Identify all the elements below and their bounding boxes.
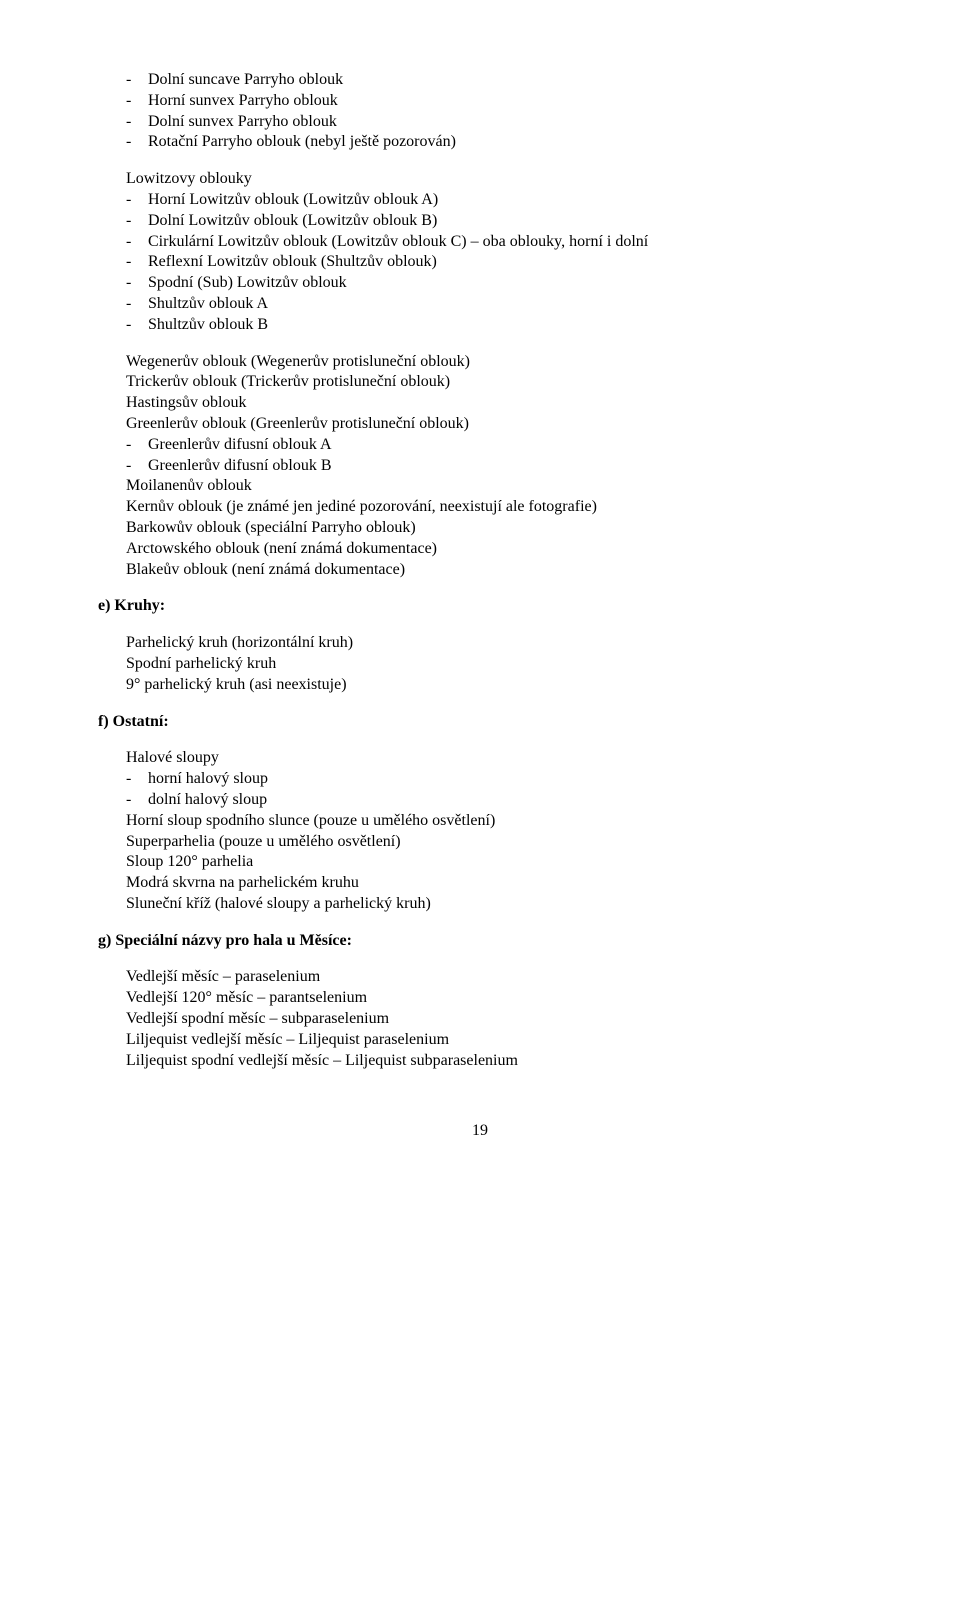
list-item: Shultzův oblouk A: [126, 294, 870, 315]
list-item: Greenlerův difusní oblouk A: [126, 435, 870, 456]
list-item: Reflexní Lowitzův oblouk (Shultzův oblou…: [126, 252, 870, 273]
para-line: Blakeův oblouk (není známá dokumentace): [126, 560, 870, 581]
lowitz-heading: Lowitzovy oblouky: [126, 169, 870, 190]
list-item: Rotační Parryho oblouk (nebyl ještě pozo…: [126, 132, 870, 153]
para-line: Liljequist vedlejší měsíc – Liljequist p…: [126, 1030, 870, 1051]
para-line: Trickerův oblouk (Trickerův protislunečn…: [126, 372, 870, 393]
para-line: Vedlejší 120° měsíc – parantselenium: [126, 988, 870, 1009]
list-item: Dolní sunvex Parryho oblouk: [126, 112, 870, 133]
list-item: Greenlerův difusní oblouk B: [126, 456, 870, 477]
section-g-heading: g) Speciální názvy pro hala u Měsíce:: [98, 931, 870, 952]
list-item: Dolní Lowitzův oblouk (Lowitzův oblouk B…: [126, 211, 870, 232]
para-line: Kernův oblouk (je známé jen jediné pozor…: [126, 497, 870, 518]
list-item: Horní sunvex Parryho oblouk: [126, 91, 870, 112]
para-line: Spodní parhelický kruh: [126, 654, 870, 675]
list-greenler: Greenlerův difusní oblouk A Greenlerův d…: [90, 435, 870, 477]
para-line: Halové sloupy: [126, 748, 870, 769]
list-item: dolní halový sloup: [126, 790, 870, 811]
section-f-heading: f) Ostatní:: [98, 712, 870, 733]
section-e-heading: e) Kruhy:: [98, 596, 870, 617]
para-line: Liljequist spodní vedlejší měsíc – Lilje…: [126, 1051, 870, 1072]
para-line: Horní sloup spodního slunce (pouze u umě…: [126, 811, 870, 832]
para-line: Superparhelia (pouze u umělého osvětlení…: [126, 832, 870, 853]
list-item: Dolní suncave Parryho oblouk: [126, 70, 870, 91]
para-line: Wegenerův oblouk (Wegenerův protislunečn…: [126, 352, 870, 373]
para-line: Barkowův oblouk (speciální Parryho oblou…: [126, 518, 870, 539]
page-number: 19: [90, 1121, 870, 1142]
para-line: Vedlejší měsíc – paraselenium: [126, 967, 870, 988]
para-line: Sloup 120° parhelia: [126, 852, 870, 873]
para-line: 9° parhelický kruh (asi neexistuje): [126, 675, 870, 696]
list-item: Horní Lowitzův oblouk (Lowitzův oblouk A…: [126, 190, 870, 211]
list-item: horní halový sloup: [126, 769, 870, 790]
list-item: Spodní (Sub) Lowitzův oblouk: [126, 273, 870, 294]
para-line: Modrá skvrna na parhelickém kruhu: [126, 873, 870, 894]
para-line: Moilanenův oblouk: [126, 476, 870, 497]
list-item: Cirkulární Lowitzův oblouk (Lowitzův obl…: [126, 232, 870, 253]
list-parry: Dolní suncave Parryho oblouk Horní sunve…: [90, 70, 870, 153]
para-line: Vedlejší spodní měsíc – subparaselenium: [126, 1009, 870, 1030]
list-halove: horní halový sloup dolní halový sloup: [90, 769, 870, 811]
para-line: Hastingsův oblouk: [126, 393, 870, 414]
list-lowitz: Horní Lowitzův oblouk (Lowitzův oblouk A…: [90, 190, 870, 336]
para-line: Arctowského oblouk (není známá dokumenta…: [126, 539, 870, 560]
para-line: Sluneční kříž (halové sloupy a parhelick…: [126, 894, 870, 915]
para-line: Greenlerův oblouk (Greenlerův protislune…: [126, 414, 870, 435]
para-line: Parhelický kruh (horizontální kruh): [126, 633, 870, 654]
list-item: Shultzův oblouk B: [126, 315, 870, 336]
